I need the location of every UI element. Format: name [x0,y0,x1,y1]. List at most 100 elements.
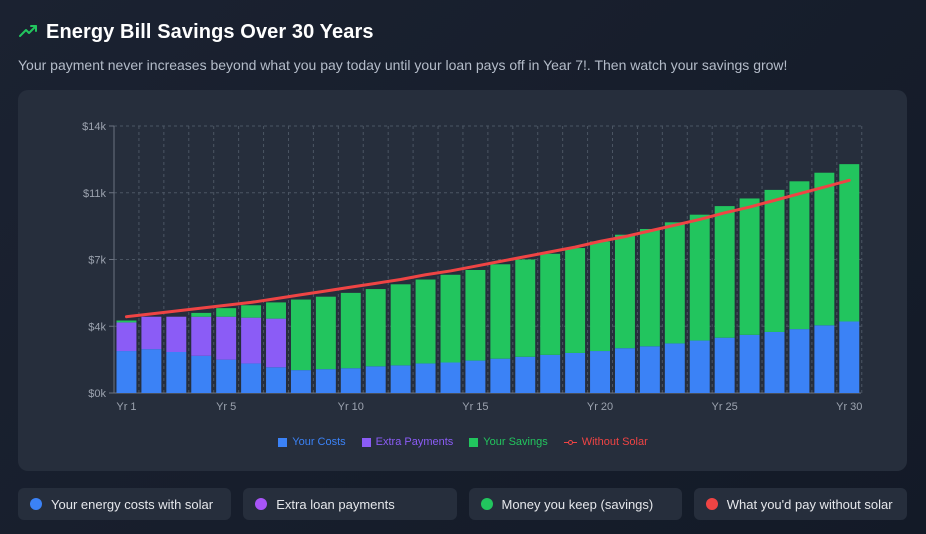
chart-legend: Your Costs Extra Payments Your Savings W… [0,436,926,448]
legend-label-without-solar: Without Solar [581,436,648,448]
legend-item-without-solar[interactable]: Without Solar [563,436,648,448]
bar-your-costs [614,348,635,393]
bar-extra-payments [216,316,237,360]
bar-your-costs [764,331,785,393]
bar-your-costs [116,351,137,393]
bar-your-savings [565,248,586,353]
bar-your-costs [465,360,486,393]
bar-your-costs [839,321,860,393]
bar-your-savings [440,274,461,363]
x-tick-label: Yr 15 [462,401,488,413]
bar-your-costs [664,343,685,393]
bar-extra-payments [141,316,162,350]
color-key-row: Your energy costs with solar Extra loan … [18,488,907,520]
bar-extra-payments [116,322,137,352]
bar-your-costs [490,358,511,393]
bar-extra-payments [241,317,262,364]
legend-swatch-extra-payments [361,437,371,447]
bar-your-costs [689,340,710,393]
bar-your-costs [515,356,536,393]
bar-your-savings [839,164,860,322]
bar-your-savings [216,308,237,317]
bar-your-costs [739,334,760,393]
x-tick-label: Yr 10 [338,401,364,413]
key-dot-energy-costs [30,498,42,510]
bar-your-savings [315,296,336,370]
bar-your-costs [789,329,810,393]
bar-your-savings [465,269,486,361]
legend-line-without-solar [563,438,577,447]
bar-your-savings [540,253,561,355]
bar-your-costs [365,366,386,393]
bar-your-costs [565,352,586,393]
bar-your-savings [266,302,286,319]
bar-your-costs [241,363,262,393]
key-card-savings: Money you keep (savings) [468,488,682,520]
bar-your-savings [789,181,810,330]
bar-your-costs [216,359,237,393]
key-card-extra-loan: Extra loan payments [243,488,457,520]
bar-your-savings [241,305,262,318]
bar-extra-payments [166,316,187,352]
bar-your-savings [116,320,137,323]
bar-your-costs [639,346,660,393]
bar-extra-payments [191,316,212,356]
bar-your-costs [714,337,735,393]
bar-your-savings [714,206,735,338]
line-without-solar [124,178,851,319]
bar-your-savings [590,241,611,352]
bar-your-costs [540,354,561,393]
bar-your-costs [390,365,411,393]
page-subtitle: Your payment never increases beyond what… [18,57,788,73]
bar-extra-payments [266,318,286,368]
legend-label-your-savings: Your Savings [483,436,548,448]
key-label-energy-costs: Your energy costs with solar [51,496,214,512]
key-dot-without-solar [705,498,718,510]
legend-label-your-costs: Your Costs [292,436,346,448]
x-tick-label: Yr 25 [712,401,738,413]
y-tick-label: $7k [88,255,106,267]
x-tick-label: Yr 20 [587,401,613,413]
key-label-extra-loan: Extra loan payments [276,496,395,512]
bar-your-savings [764,189,785,332]
bar-your-savings [739,198,760,335]
legend-item-your-savings[interactable]: Your Savings [469,436,548,448]
bar-your-costs [315,369,336,393]
bar-your-costs [191,355,212,393]
y-tick-label: $11k [83,188,107,200]
key-dot-extra-loan [255,498,268,510]
bar-your-costs [440,362,461,393]
key-card-energy-costs: Your energy costs with solar [18,488,232,520]
bar-your-savings [415,279,436,364]
bar-your-savings [365,289,386,367]
bar-your-savings [515,259,536,357]
bar-your-costs [590,351,611,393]
x-tick-label: Yr 1 [116,401,136,413]
key-dot-savings [480,498,493,510]
bar-your-costs [340,368,361,393]
bar-your-savings [340,292,361,369]
bar-your-savings [814,172,835,326]
bar-your-savings [390,284,411,366]
header: Energy Bill Savings Over 30 Years Your p… [18,18,908,74]
page-title: Energy Bill Savings Over 30 Years [46,20,374,43]
trending-up-icon [18,22,38,42]
key-label-savings: Money you keep (savings) [501,496,654,512]
y-tick-label: $0k [88,388,106,400]
y-tick-label: $14k [82,121,106,133]
legend-item-your-costs[interactable]: Your Costs [278,436,346,448]
bar-your-savings [639,228,660,347]
bar-your-savings [689,214,710,341]
bar-your-costs [266,367,286,393]
x-tick-label: Yr 30 [836,401,862,413]
bar-your-savings [290,299,311,371]
bar-your-costs [166,351,187,393]
legend-item-extra-payments[interactable]: Extra Payments [361,436,453,448]
bar-your-costs [814,325,835,393]
bar-your-savings [490,264,511,359]
bar-your-savings [614,234,635,349]
key-label-without-solar: What you'd pay without solar [726,496,893,512]
x-tick-label: Yr 5 [216,401,236,413]
title-row: Energy Bill Savings Over 30 Years [18,18,908,46]
